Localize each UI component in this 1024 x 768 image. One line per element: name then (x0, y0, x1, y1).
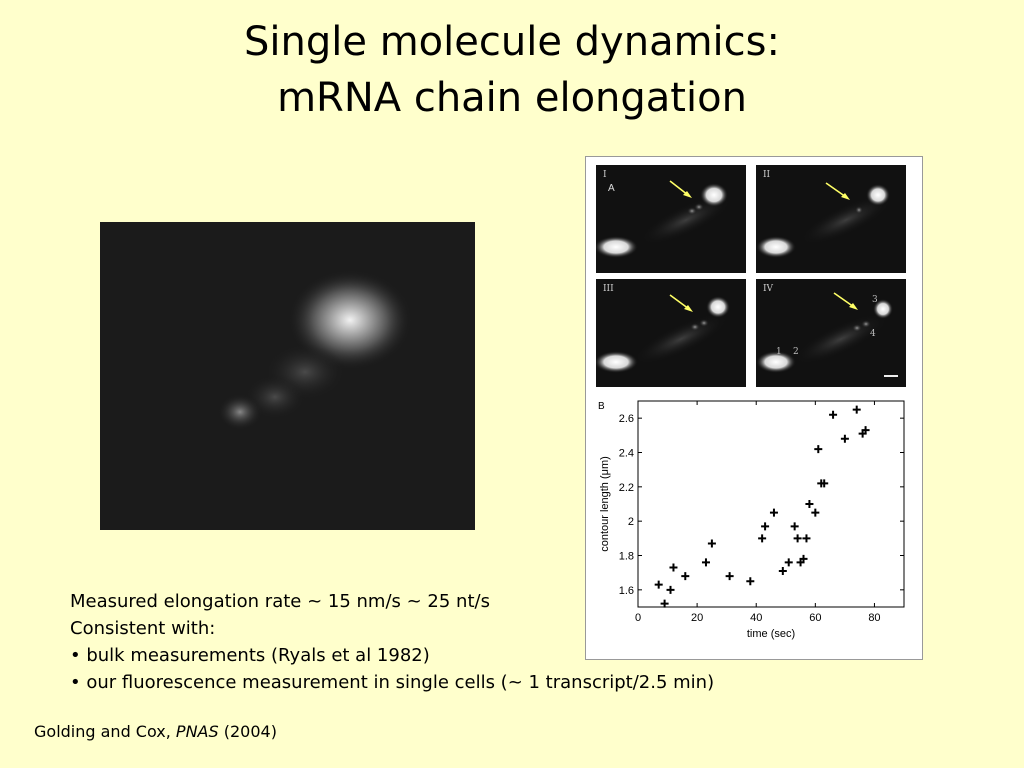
panel-label-iii: III (603, 284, 614, 294)
panel-iv: IV 1 2 3 4 (756, 279, 906, 387)
spot-label-4: 4 (870, 329, 876, 339)
x-tick-label: 20 (691, 612, 703, 624)
published-figure: I A II III (585, 156, 923, 660)
panel-label-iv: IV (763, 284, 774, 294)
x-tick-label: 0 (635, 612, 641, 624)
y-tick-label: 2.6 (619, 413, 634, 425)
plot-frame (637, 400, 905, 608)
y-tick-label: 1.8 (619, 551, 634, 563)
data-point (793, 534, 802, 543)
data-point (840, 434, 849, 443)
consistent-with-line: Consistent with: (70, 618, 216, 639)
x-tick-label: 40 (750, 612, 762, 624)
title-line-2: mRNA chain elongation (277, 75, 747, 121)
citation-authors: Golding and Cox, (34, 722, 176, 741)
data-point (654, 580, 663, 589)
data-point (802, 534, 811, 543)
scale-bar (884, 375, 898, 377)
data-point (784, 558, 793, 567)
panel-i: I A (596, 165, 746, 273)
data-point (758, 534, 767, 543)
panel-iii: III (596, 279, 746, 387)
panel-label-i: I (603, 170, 607, 180)
citation-journal: PNAS (175, 722, 219, 741)
bullet-bulk-measurements: • bulk measurements (Ryals et al 1982) (70, 645, 430, 666)
data-point (805, 500, 814, 508)
body-text: Measured elongation rate ~ 15 nm/s ~ 25 … (70, 588, 714, 696)
data-point (820, 479, 829, 488)
x-tick-label: 60 (809, 612, 821, 624)
elongation-rate-line: Measured elongation rate ~ 15 nm/s ~ 25 … (70, 591, 490, 612)
data-point (746, 577, 755, 586)
data-point (761, 522, 770, 531)
data-point (861, 426, 870, 435)
data-point (799, 554, 808, 563)
panel-label-b: B (598, 401, 605, 412)
citation-year: (2004) (218, 722, 277, 741)
data-point (829, 410, 838, 419)
data-point (669, 563, 678, 572)
panel-label-a: A (608, 183, 615, 194)
bullet-fluorescence-measurement: • our fluorescence measurement in single… (70, 672, 715, 693)
spot-label-1: 1 (776, 347, 782, 357)
data-point (707, 539, 716, 548)
micrograph-image (218, 270, 412, 430)
fluorescence-micrograph (100, 222, 475, 530)
citation: Golding and Cox, PNAS (2004) (34, 722, 277, 741)
data-point (660, 599, 669, 608)
panel-label-ii: II (763, 170, 771, 180)
y-tick-label: 2.2 (619, 482, 634, 494)
y-tick-label: 2 (628, 516, 634, 528)
data-point (790, 522, 799, 531)
slide-title: Single molecule dynamics: mRNA chain elo… (0, 14, 1024, 126)
panel-ii: II (756, 165, 906, 273)
arrow-icon (825, 182, 847, 198)
spot-label-3: 3 (872, 295, 878, 305)
data-point (769, 508, 778, 517)
y-tick-label: 2.4 (619, 448, 634, 460)
x-tick-label: 80 (868, 612, 880, 624)
data-point (778, 566, 787, 575)
data-point (814, 445, 823, 454)
data-point (666, 585, 675, 594)
arrow-icon (669, 294, 690, 310)
data-point (811, 508, 820, 517)
x-axis-label: time (sec) (747, 628, 795, 640)
data-point (852, 405, 861, 414)
spot-label-2: 2 (793, 347, 799, 357)
arrow-icon (669, 180, 689, 196)
data-point (681, 572, 690, 581)
contour-length-plot: B 0 20 40 60 80 1.6 1.8 2 2.2 2.4 2.6 time (sec) con… (598, 400, 905, 640)
y-axis-label: contour length (μm) (599, 456, 611, 552)
title-line-1: Single molecule dynamics: (244, 19, 780, 65)
y-tick-label: 1.6 (619, 585, 634, 597)
arrow-icon (833, 292, 855, 308)
data-point (701, 558, 710, 567)
data-point (725, 572, 734, 581)
